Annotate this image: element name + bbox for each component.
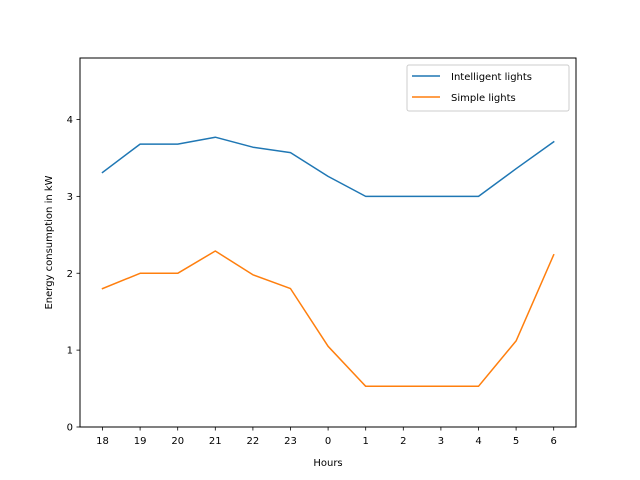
- x-tick-label: 23: [284, 436, 297, 447]
- x-tick-label: 5: [513, 436, 519, 447]
- y-tick-label: 2: [67, 269, 73, 280]
- legend: Intelligent lights Simple lights: [406, 64, 570, 112]
- y-axis-ticks: 0 1 2 3 4: [67, 115, 80, 434]
- x-axis-ticks: 18 19 20 21 22 23 0 1 2 3 4 5 6: [96, 427, 557, 447]
- x-tick-label: 21: [209, 436, 222, 447]
- x-tick-label: 4: [475, 436, 481, 447]
- x-axis-label: Hours: [313, 458, 342, 469]
- y-tick-label: 3: [67, 192, 73, 203]
- series-line-simple-lights: [101, 250, 555, 388]
- plot-lines: [101, 136, 555, 388]
- x-tick-label: 20: [171, 436, 184, 447]
- series-line-intelligent-lights: [101, 136, 555, 198]
- plot-frame: [79, 57, 577, 428]
- x-tick-label: 0: [325, 436, 331, 447]
- y-axis-label: Energy consumption in kW: [44, 175, 55, 309]
- y-tick-label: 0: [67, 423, 73, 434]
- y-tick-label: 1: [67, 346, 73, 357]
- x-tick-label: 1: [363, 436, 369, 447]
- x-tick-label: 18: [96, 436, 109, 447]
- x-tick-label: 2: [400, 436, 406, 447]
- legend-label-intelligent-lights: Intelligent lights: [451, 72, 532, 83]
- x-tick-label: 6: [551, 436, 557, 447]
- y-tick-label: 4: [67, 115, 73, 126]
- x-tick-label: 3: [438, 436, 444, 447]
- legend-label-simple-lights: Simple lights: [451, 93, 516, 104]
- legend-box: [406, 64, 570, 112]
- x-tick-label: 22: [247, 436, 260, 447]
- x-tick-label: 19: [134, 436, 147, 447]
